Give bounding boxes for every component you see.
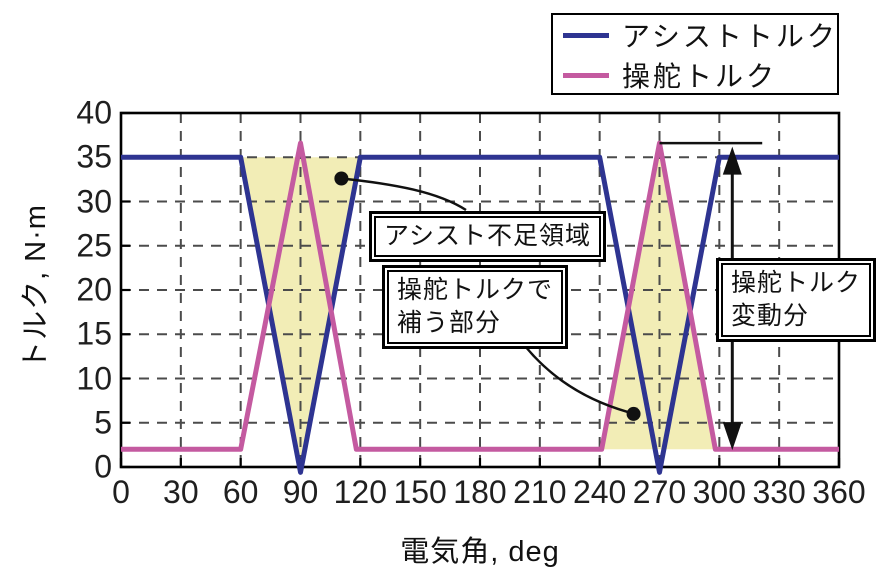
y-axis-title: トルク, N·m: [20, 204, 52, 370]
variation-arrow-head-down: [722, 422, 742, 451]
x-tick-label-300: 300: [692, 474, 747, 510]
x-tick-label-0: 0: [112, 474, 130, 510]
callout-line-assist-shortage: [341, 177, 467, 212]
x-tick-label-180: 180: [453, 474, 507, 510]
x-tick-label-210: 210: [513, 474, 567, 510]
x-tick-label-150: 150: [393, 474, 447, 510]
x-tick-label-330: 330: [752, 474, 806, 510]
annotation-steering-torque-variation-line2: 変動分: [731, 302, 810, 330]
y-tick-label-25: 25: [76, 227, 112, 264]
y-tick-label-0: 0: [94, 448, 112, 485]
y-tick-label-30: 30: [76, 183, 112, 219]
legend: アシストトルク 操舵トルク: [551, 13, 839, 95]
y-tick-label-10: 10: [76, 360, 112, 396]
series-line-steering-torque: [121, 140, 839, 452]
annotation-steering-compensation: 操舵トルクで 補う部分: [382, 265, 569, 349]
callout-line-steering-compensation: [524, 345, 628, 414]
y-tick-label-15: 15: [76, 315, 112, 352]
variation-arrow-head-up: [722, 146, 742, 175]
x-tick-label-30: 30: [163, 474, 199, 510]
assist-torque-line-sample: [563, 32, 609, 38]
x-tick-label-240: 240: [572, 474, 627, 510]
x-tick-label-120: 120: [333, 474, 388, 510]
callout-dot-steering-compensation: [626, 406, 641, 421]
x-axis-title: 電気角, deg: [400, 536, 560, 568]
x-tick-label-60: 60: [222, 474, 259, 510]
x-tick-label-360: 360: [812, 474, 866, 510]
callout-dot-assist-shortage: [334, 171, 349, 186]
y-tick-label-35: 35: [76, 138, 112, 175]
series-line-assist-torque: [121, 154, 839, 475]
annotation-steering-compensation-text: 操舵トルクで 補う部分: [387, 270, 564, 344]
steering-torque-line-sample: [563, 72, 609, 78]
annotation-assist-shortage-region: アシスト不足領域: [369, 211, 607, 262]
legend-entry-steering-torque: 操舵トルク: [563, 55, 827, 95]
legend-entry-assist-torque: アシストトルク: [563, 15, 835, 55]
y-tick-label-40: 40: [76, 94, 112, 131]
legend-label-assist-torque: アシストトルク: [622, 21, 838, 52]
legend-label-steering-torque: 操舵トルク: [622, 61, 778, 92]
annotation-steering-torque-variation: 操舵トルク 変動分: [716, 258, 877, 342]
annotation-steering-compensation-line2: 補う部分: [397, 309, 502, 337]
annotation-steering-torque-variation-line1: 操舵トルク: [731, 269, 862, 297]
x-tick-label-90: 90: [282, 474, 319, 510]
annotation-steering-torque-variation-text: 操舵トルク 変動分: [721, 263, 872, 337]
y-tick-label-20: 20: [76, 271, 112, 308]
annotation-assist-shortage-text: アシスト不足領域: [374, 216, 602, 257]
annotation-steering-compensation-line1: 操舵トルクで: [397, 276, 554, 304]
y-tick-label-5: 5: [94, 404, 112, 441]
x-tick-label-270: 270: [632, 474, 687, 510]
